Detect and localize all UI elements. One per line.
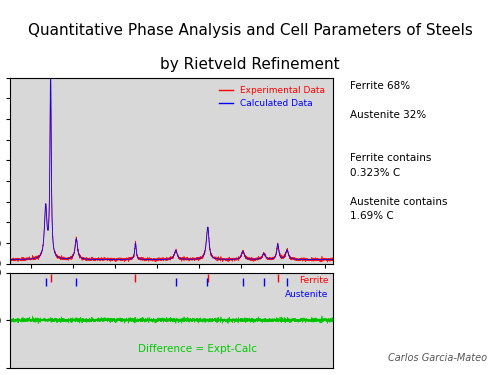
Text: Ferrite: Ferrite xyxy=(299,276,328,285)
Legend: Experimental Data, Calculated Data: Experimental Data, Calculated Data xyxy=(216,82,328,112)
X-axis label: °2Theta: °2Theta xyxy=(152,285,191,295)
Text: Difference = Expt-Calc: Difference = Expt-Calc xyxy=(138,344,257,354)
Text: Austenite: Austenite xyxy=(285,290,329,299)
Text: Carlos Garcia-Mateo: Carlos Garcia-Mateo xyxy=(388,353,487,363)
Text: by Rietveld Refinement: by Rietveld Refinement xyxy=(160,57,340,72)
Text: Quantitative Phase Analysis and Cell Parameters of Steels: Quantitative Phase Analysis and Cell Par… xyxy=(28,23,472,38)
Text: Ferrite 68%

Austenite 32%


Ferrite contains
0.323% C

Austenite contains
1.69%: Ferrite 68% Austenite 32% Ferrite contai… xyxy=(350,81,448,221)
